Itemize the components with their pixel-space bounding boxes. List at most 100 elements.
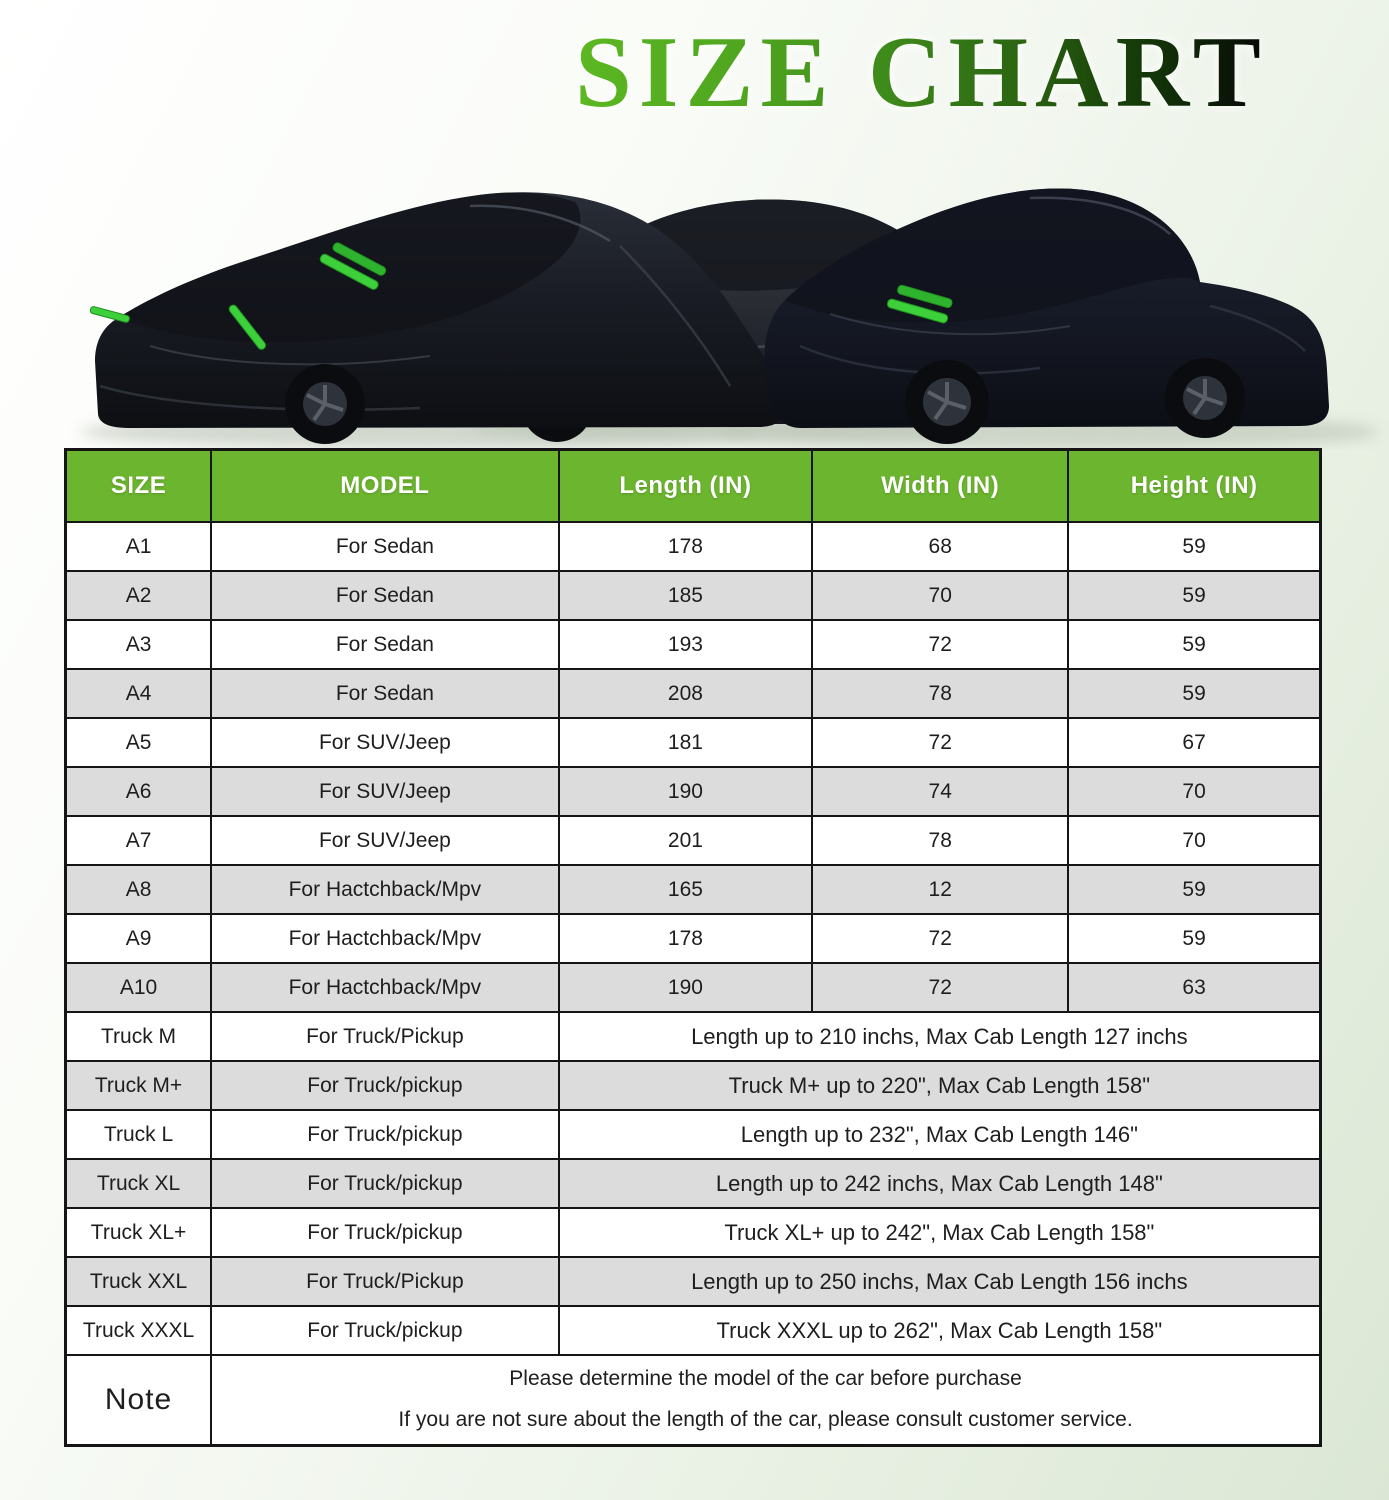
cell-size: A7 bbox=[64, 815, 213, 866]
table-row: A10 For Hactchback/Mpv 190 72 63 bbox=[64, 962, 1322, 1013]
cell-height: 70 bbox=[1067, 815, 1322, 866]
cell-height: 59 bbox=[1067, 668, 1322, 719]
note-line-1: Please determine the model of the car be… bbox=[509, 1367, 1022, 1391]
cell-size: A10 bbox=[64, 962, 213, 1013]
cell-span: Truck XL+ up to 242", Max Cab Length 158… bbox=[557, 1207, 1322, 1258]
cell-width: 72 bbox=[811, 619, 1070, 670]
cell-model: For Hactchback/Mpv bbox=[210, 962, 560, 1013]
table-row: A6 For SUV/Jeep 190 74 70 bbox=[64, 766, 1322, 817]
green-zipper bbox=[228, 304, 267, 350]
column-header: Height (IN) bbox=[1067, 448, 1322, 523]
cell-size: A9 bbox=[64, 913, 213, 964]
page-title: SIZE CHART bbox=[575, 16, 1268, 129]
cell-model: For Truck/Pickup bbox=[210, 1256, 560, 1307]
cell-width: 78 bbox=[811, 668, 1070, 719]
table-row: Truck XL+ For Truck/pickup Truck XL+ up to… bbox=[64, 1207, 1322, 1258]
wheel bbox=[905, 360, 989, 444]
table-row: Truck XXXL For Truck/pickup Truck XXXL up … bbox=[64, 1305, 1322, 1356]
cell-size: A6 bbox=[64, 766, 213, 817]
cell-width: 12 bbox=[811, 864, 1070, 915]
green-zipper bbox=[89, 306, 130, 323]
wheel bbox=[1165, 358, 1245, 438]
cell-size: Truck M bbox=[64, 1011, 213, 1062]
cell-size: A5 bbox=[64, 717, 213, 768]
cell-model: For Truck/Pickup bbox=[210, 1011, 560, 1062]
cell-width: 68 bbox=[811, 521, 1070, 572]
table-body: A1 For Sedan 178 68 59 A2 For Sedan 185 70 59 A3 Fo… bbox=[64, 521, 1322, 1356]
cell-height: 59 bbox=[1067, 619, 1322, 670]
cell-length: 181 bbox=[557, 717, 814, 768]
product-photo bbox=[0, 146, 1389, 450]
table-header-row: SIZE MODEL Length (IN) Width (IN) Height (IN… bbox=[64, 448, 1322, 523]
cell-size: Truck XL bbox=[64, 1158, 213, 1209]
size-chart-table: SIZE MODEL Length (IN) Width (IN) Height (IN… bbox=[64, 448, 1322, 1447]
table-row: Truck M For Truck/Pickup Length up to 210 … bbox=[64, 1011, 1322, 1062]
table-row: A9 For Hactchback/Mpv 178 72 59 bbox=[64, 913, 1322, 964]
table-row: A4 For Sedan 208 78 59 bbox=[64, 668, 1322, 719]
table-row: A2 For Sedan 185 70 59 bbox=[64, 570, 1322, 621]
cell-height: 70 bbox=[1067, 766, 1322, 817]
cell-width: 72 bbox=[811, 962, 1070, 1013]
cell-size: A1 bbox=[64, 521, 213, 572]
cell-length: 193 bbox=[557, 619, 814, 670]
car-cover-sedan-image bbox=[89, 192, 784, 444]
table-row: Truck M+ For Truck/pickup Truck M+ up to 2… bbox=[64, 1060, 1322, 1111]
cell-span: Length up to 242 inchs, Max Cab Length 1… bbox=[557, 1158, 1322, 1209]
cell-model: For Sedan bbox=[210, 570, 560, 621]
cell-width: 72 bbox=[811, 717, 1070, 768]
cell-span: Length up to 232", Max Cab Length 146" bbox=[557, 1109, 1322, 1160]
table-row: A1 For Sedan 178 68 59 bbox=[64, 521, 1322, 572]
cell-span: Truck M+ up to 220", Max Cab Length 158" bbox=[557, 1060, 1322, 1111]
cell-length: 165 bbox=[557, 864, 814, 915]
cell-model: For Hactchback/Mpv bbox=[210, 864, 560, 915]
cell-model: For Truck/pickup bbox=[210, 1109, 560, 1160]
cell-size: Truck M+ bbox=[64, 1060, 213, 1111]
car-cover-pickup-image bbox=[764, 188, 1329, 444]
cell-size: A2 bbox=[64, 570, 213, 621]
cell-model: For SUV/Jeep bbox=[210, 815, 560, 866]
cell-size: Truck XL+ bbox=[64, 1207, 213, 1258]
cell-height: 63 bbox=[1067, 962, 1322, 1013]
note-row: Note Please determine the model of the c… bbox=[64, 1354, 1322, 1447]
column-header: MODEL bbox=[210, 448, 560, 523]
cell-size: A8 bbox=[64, 864, 213, 915]
cell-height: 59 bbox=[1067, 864, 1322, 915]
note-line-2: If you are not sure about the length of … bbox=[398, 1408, 1133, 1431]
cell-size: Truck XXXL bbox=[64, 1305, 213, 1356]
table-row: A8 For Hactchback/Mpv 165 12 59 bbox=[64, 864, 1322, 915]
note-text: Please determine the model of the car be… bbox=[210, 1354, 1322, 1447]
table-row: A7 For SUV/Jeep 201 78 70 bbox=[64, 815, 1322, 866]
cell-length: 201 bbox=[557, 815, 814, 866]
cell-length: 178 bbox=[557, 913, 814, 964]
cell-span: Length up to 210 inchs, Max Cab Length 1… bbox=[557, 1011, 1322, 1062]
column-header: SIZE bbox=[64, 448, 213, 523]
cell-width: 74 bbox=[811, 766, 1070, 817]
cell-height: 59 bbox=[1067, 570, 1322, 621]
cell-height: 59 bbox=[1067, 913, 1322, 964]
cell-model: For Sedan bbox=[210, 521, 560, 572]
cell-length: 190 bbox=[557, 766, 814, 817]
cell-model: For Sedan bbox=[210, 668, 560, 719]
table-row: A5 For SUV/Jeep 181 72 67 bbox=[64, 717, 1322, 768]
cell-span: Truck XXXL up to 262", Max Cab Length 15… bbox=[557, 1305, 1322, 1356]
cell-width: 78 bbox=[811, 815, 1070, 866]
table-row: Truck XXL For Truck/Pickup Length up to 25… bbox=[64, 1256, 1322, 1307]
column-header: Length (IN) bbox=[557, 448, 814, 523]
cell-model: For Truck/pickup bbox=[210, 1060, 560, 1111]
cell-model: For SUV/Jeep bbox=[210, 766, 560, 817]
cell-height: 59 bbox=[1067, 521, 1322, 572]
cell-model: For Hactchback/Mpv bbox=[210, 913, 560, 964]
cell-width: 72 bbox=[811, 913, 1070, 964]
cell-length: 178 bbox=[557, 521, 814, 572]
cell-model: For Sedan bbox=[210, 619, 560, 670]
column-header: Width (IN) bbox=[811, 448, 1070, 523]
cell-size: Truck L bbox=[64, 1109, 213, 1160]
wheel bbox=[285, 364, 365, 444]
cell-height: 67 bbox=[1067, 717, 1322, 768]
cell-size: A4 bbox=[64, 668, 213, 719]
cell-width: 70 bbox=[811, 570, 1070, 621]
table-row: Truck XL For Truck/pickup Length up to 242… bbox=[64, 1158, 1322, 1209]
car-covers-illustration bbox=[80, 188, 1380, 450]
cell-length: 208 bbox=[557, 668, 814, 719]
cell-length: 185 bbox=[557, 570, 814, 621]
